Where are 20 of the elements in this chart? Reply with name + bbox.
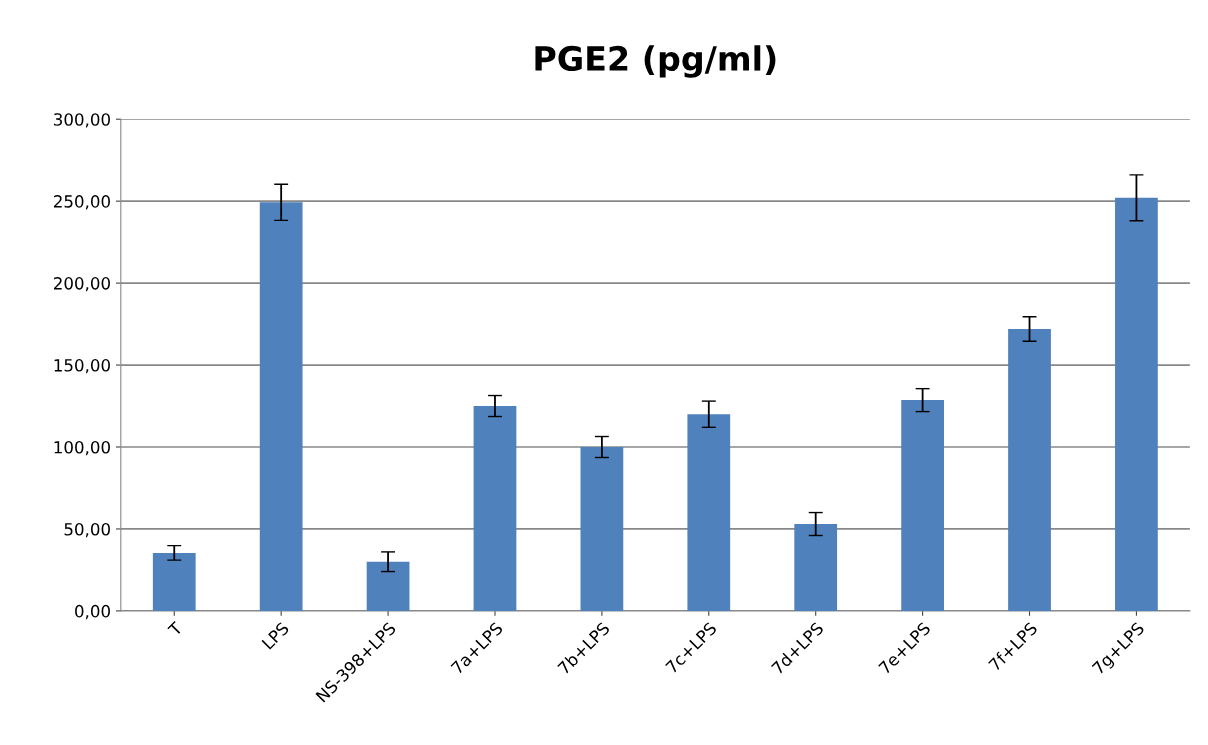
bar	[366, 561, 410, 611]
bar	[901, 400, 944, 611]
y-tick-label: 50,00	[64, 522, 110, 538]
x-tick-label: LPS	[261, 621, 290, 650]
y-tick-label: 0,00	[75, 604, 110, 620]
bar	[1008, 328, 1051, 611]
bar	[794, 524, 838, 611]
chart-title: PGE2 (pg/ml)	[535, 45, 776, 78]
y-tick-label: 150,00	[54, 359, 110, 374]
x-tick-label: T	[167, 620, 184, 637]
y-tick-label: 300,00	[54, 113, 110, 128]
bar	[1115, 197, 1158, 611]
bar	[152, 552, 196, 611]
bar	[687, 414, 731, 611]
y-tick-label: 250,00	[53, 195, 110, 210]
bar	[473, 406, 517, 611]
bar	[580, 447, 624, 611]
y-tick-label: 100,00	[54, 440, 110, 456]
y-tick-label: 200,00	[53, 277, 110, 292]
bar	[259, 202, 303, 611]
